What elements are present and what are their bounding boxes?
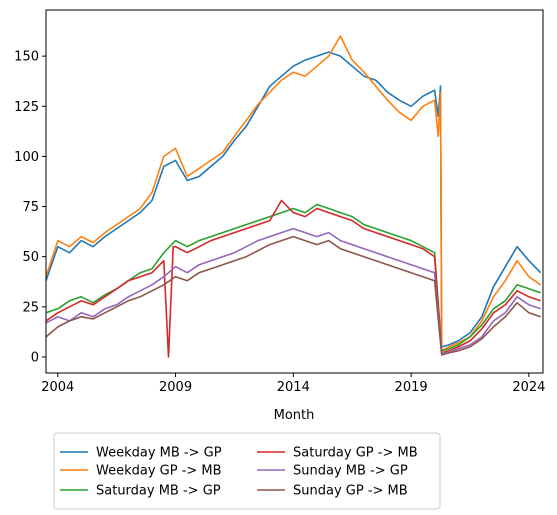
y-tick-label: 0: [31, 350, 39, 365]
y-tick-label: 100: [14, 150, 39, 165]
axes-layer: [45, 9, 544, 374]
series-layer: [45, 35, 542, 358]
legend-label-4: Sunday MB -> GP: [293, 464, 408, 479]
series-line-5: [45, 235, 541, 356]
y-tick-label: 75: [22, 200, 39, 215]
x-tick-label: 2009: [159, 380, 192, 395]
legend: Weekday MB -> GP Weekday GP -> MB Saturday…: [53, 432, 441, 510]
legend-label-0: Weekday MB -> GP: [96, 446, 222, 461]
plot-frame: [45, 9, 544, 374]
legend-box: [53, 432, 441, 510]
x-tick-label: 2024: [512, 380, 545, 395]
y-axis-ticks: 0 25 50 75 100 125 150: [14, 50, 46, 365]
y-tick-label: 25: [22, 300, 39, 315]
y-tick-label: 50: [22, 250, 39, 265]
series-line-3: [45, 199, 541, 358]
y-tick-label: 125: [14, 100, 39, 115]
series-line-1: [45, 35, 542, 352]
x-axis-label: Month: [274, 408, 315, 423]
legend-label-5: Sunday GP -> MB: [293, 484, 408, 499]
x-tick-label: 2014: [277, 380, 310, 395]
series-line-4: [45, 227, 541, 354]
legend-label-1: Weekday GP -> MB: [96, 464, 222, 479]
y-tick-label: 150: [14, 50, 39, 65]
x-axis-ticks: 2004 2009 2014 2019 2024: [41, 373, 545, 395]
x-tick-label: 2019: [395, 380, 428, 395]
legend-label-2: Saturday MB -> GP: [96, 484, 221, 499]
legend-label-3: Saturday GP -> MB: [293, 446, 418, 461]
x-tick-label: 2004: [41, 380, 74, 395]
series-line-0: [45, 51, 542, 348]
